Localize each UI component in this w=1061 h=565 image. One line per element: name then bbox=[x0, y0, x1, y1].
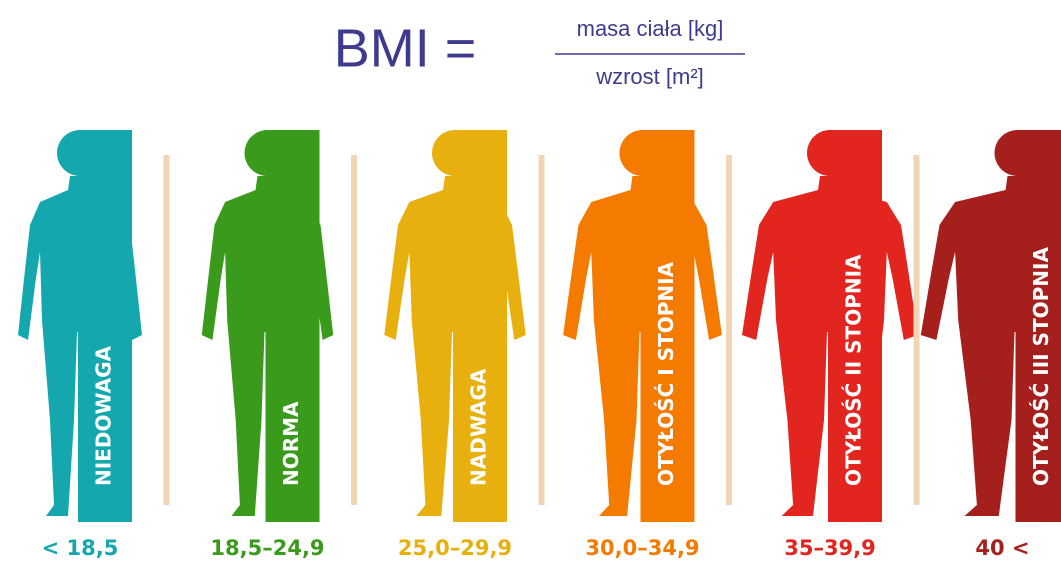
separator bbox=[726, 155, 732, 505]
category-label: OTYŁOŚĆ III STOPNIA bbox=[1029, 247, 1053, 486]
category-label: OTYŁOŚĆ I STOPNIA bbox=[654, 261, 678, 486]
category-label: OTYŁOŚĆ II STOPNIA bbox=[842, 254, 866, 486]
separator bbox=[914, 155, 920, 505]
range-label: 18,5–24,9 bbox=[210, 536, 324, 560]
formula-lhs: BMI = bbox=[334, 18, 477, 78]
category-label: NADWAGA bbox=[467, 368, 491, 486]
formula-denominator: wzrost [m²] bbox=[595, 64, 704, 89]
range-label: 40 < bbox=[975, 536, 1029, 560]
category-label: NORMA bbox=[279, 401, 303, 486]
formula-numerator: masa ciała [kg] bbox=[577, 16, 724, 41]
range-label: 30,0–34,9 bbox=[585, 536, 699, 560]
range-label: < 18,5 bbox=[42, 536, 119, 560]
category-label: NIEDOWAGA bbox=[92, 345, 116, 486]
bmi-infographic: BMI = masa ciała [kg] wzrost [m²] NIEDOW… bbox=[0, 0, 1061, 565]
categories: NIEDOWAGA < 18,5 NORMA 18,5–24,9 NADWAGA 25,0… bbox=[18, 130, 1061, 560]
separator bbox=[539, 155, 545, 505]
range-label: 35–39,9 bbox=[784, 536, 876, 560]
separator bbox=[351, 155, 357, 505]
separator bbox=[164, 155, 170, 505]
range-label: 25,0–29,9 bbox=[398, 536, 512, 560]
